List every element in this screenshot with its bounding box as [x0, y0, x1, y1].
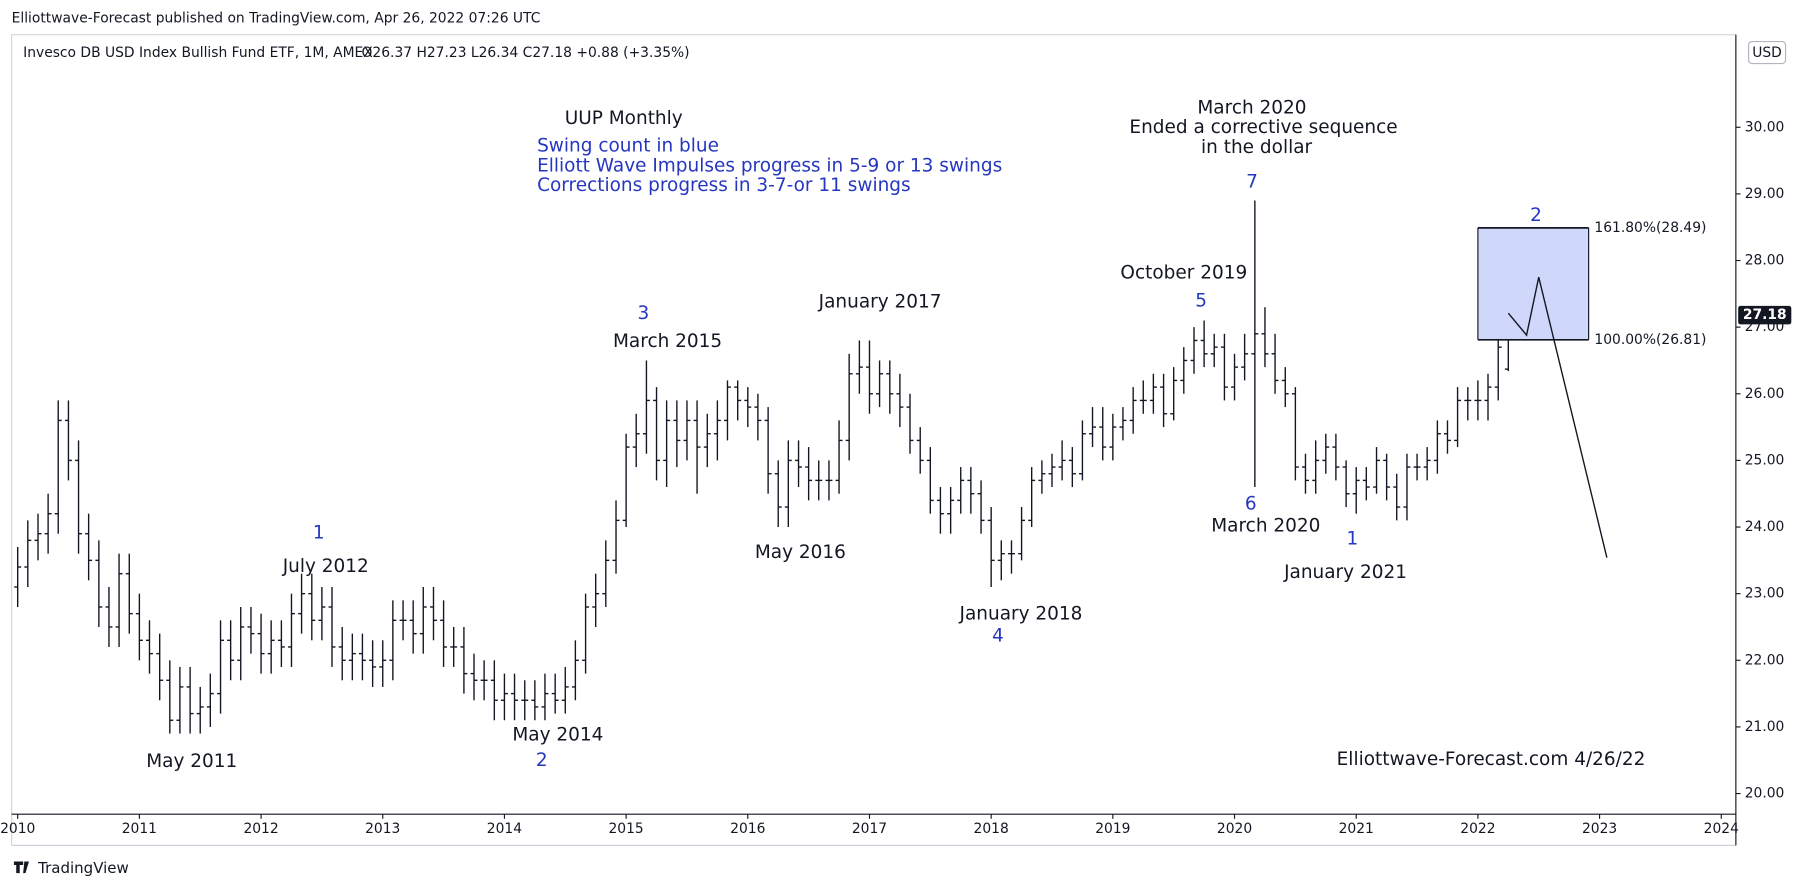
chart-title: Invesco DB USD Index Bullish Fund ETF, 1… [23, 45, 373, 61]
fib-box [1477, 227, 1589, 340]
y-tick-label: 25.00 [1745, 452, 1785, 468]
wave-label: 1 [313, 523, 325, 544]
x-tick-label: 2012 [243, 821, 278, 837]
annotation: UUP Monthly [565, 108, 683, 129]
wave-label: 1 [1347, 528, 1359, 549]
annotation: January 2018 [959, 603, 1083, 624]
header: Elliottwave-Forecast published on Tradin… [12, 10, 541, 26]
annotation: March 2020 [1211, 516, 1320, 537]
annotation: Elliott Wave Impulses progress in 5-9 or… [537, 155, 1002, 176]
currency[interactable]: USD [1752, 45, 1782, 61]
y-tick-label: 29.00 [1745, 186, 1785, 202]
x-tick-label: 2011 [122, 821, 157, 837]
x-tick-label: 2013 [365, 821, 400, 837]
projection-path [1507, 277, 1608, 558]
wave-label: 2 [1530, 205, 1542, 226]
y-tick-label: 28.00 [1745, 253, 1785, 269]
annotation: July 2012 [282, 556, 369, 577]
x-tick-label: 2019 [1095, 821, 1130, 837]
price-tag [1738, 305, 1792, 325]
wave-label: 5 [1195, 290, 1207, 311]
y-tick-label: 21.00 [1745, 719, 1785, 735]
y-tick-label: 22.00 [1745, 652, 1785, 668]
wave-label: 7 [1246, 171, 1258, 192]
y-tick-label: 26.00 [1745, 386, 1785, 402]
annotation: in the dollar [1201, 137, 1312, 158]
x-tick-label: 2017 [852, 821, 887, 837]
annotation: Swing count in blue [537, 136, 719, 157]
annotation: May 2014 [512, 725, 603, 746]
x-tick-label: 2014 [487, 821, 522, 837]
branding: TradingView [37, 859, 129, 877]
x-tick-label: 2022 [1460, 821, 1495, 837]
x-tick-label: 2021 [1339, 821, 1374, 837]
annotation: January 2017 [818, 292, 942, 313]
x-tick-label: 2015 [608, 821, 643, 837]
y-tick-label: 23.00 [1745, 586, 1785, 602]
annotation: March 2015 [613, 331, 722, 352]
annotation: May 2016 [755, 542, 846, 563]
price-tag-label: 27.18 [1743, 307, 1787, 323]
annotation: Corrections progress in 3-7-or 11 swings [537, 175, 911, 196]
annotations: UUP Monthly Swing count in blue Elliott … [146, 98, 1645, 773]
x-tick-label: 2010 [0, 821, 35, 837]
annotation: Ended a corrective sequence [1129, 117, 1397, 138]
legend-values: O26.37 H27.23 L26.34 C27.18 +0.88 (+3.35… [362, 45, 690, 61]
fib-label: 100.00%(26.81) [1594, 332, 1706, 348]
y-tick-label: 30.00 [1745, 119, 1785, 135]
y-tick-label: 20.00 [1745, 786, 1785, 802]
wave-label: 2 [536, 750, 548, 771]
fib-label: 161.80%(28.49) [1594, 220, 1706, 236]
wave-label: 4 [992, 625, 1004, 646]
logo [13, 861, 29, 874]
x-tick-label: 2023 [1582, 821, 1617, 837]
x-tick-label: 2018 [974, 821, 1009, 837]
annotation: October 2019 [1120, 263, 1247, 284]
wave-label: 3 [637, 303, 649, 324]
x-tick-label: 2020 [1217, 821, 1252, 837]
watermark: Elliottwave-Forecast.com 4/26/22 [1337, 749, 1646, 770]
x-tick-label: 2016 [730, 821, 765, 837]
currency-box[interactable] [1747, 40, 1787, 65]
annotation: January 2021 [1283, 562, 1407, 583]
wave-label: 6 [1245, 494, 1257, 515]
x-tick-label: 2024 [1704, 821, 1739, 837]
y-tick-label: 24.00 [1745, 519, 1785, 535]
annotation: May 2011 [146, 751, 237, 772]
annotation: March 2020 [1197, 98, 1306, 119]
